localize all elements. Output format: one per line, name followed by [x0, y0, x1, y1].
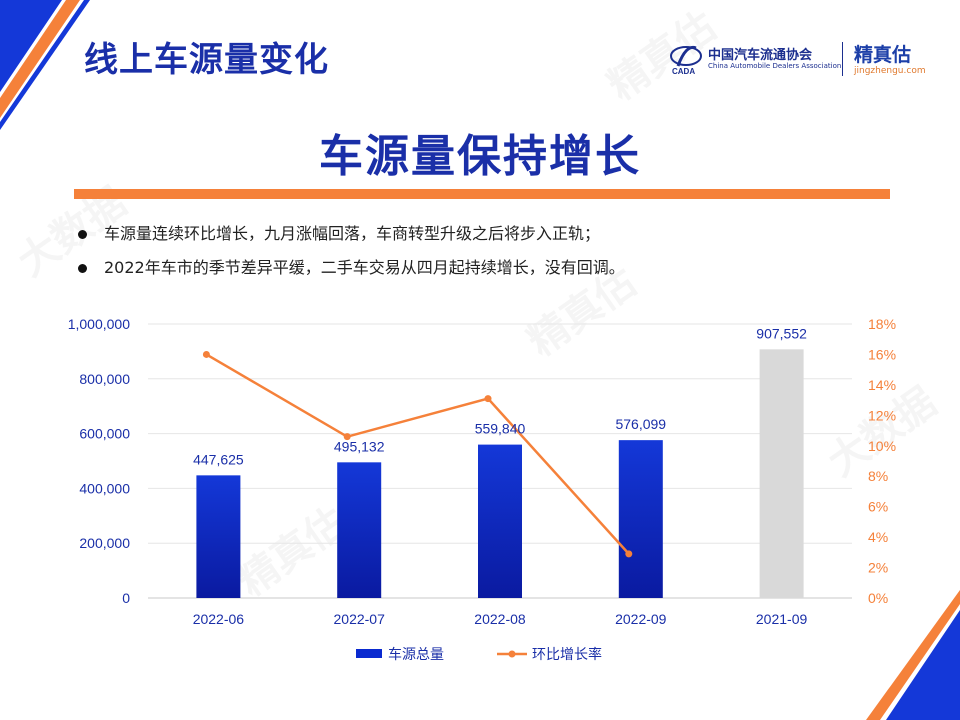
bullet-text: 车源量连续环比增长，九月涨幅回落，车商转型升级之后将步入正轨； [104, 224, 601, 243]
y-left-tick-label: 400,000 [79, 480, 130, 496]
bullet-list: 车源量连续环比增长，九月涨幅回落，车商转型升级之后将步入正轨； 2022年车市的… [74, 222, 625, 290]
y-right-tick-label: 18% [868, 316, 896, 332]
legend-bar-label: 车源总量 [388, 646, 444, 662]
growth-rate-line [205, 353, 630, 555]
growth-rate-point [343, 433, 351, 441]
logo-divider [842, 42, 843, 76]
growth-rate-point [484, 395, 492, 403]
legend-line-label: 环比增长率 [532, 646, 602, 662]
caada-mark-text: CADA [672, 67, 695, 76]
y-right-tick-label: 2% [868, 560, 888, 576]
y-right-tick-label: 12% [868, 407, 896, 423]
partner-logos: CADA 中国汽车流通协会 China Automobile Dealers A… [668, 38, 930, 82]
bullet-text: 2022年车市的季节差异平缓，二手车交易从四月起持续增长，没有回调。 [104, 258, 625, 277]
legend-bar-swatch [356, 649, 382, 658]
growth-rate-point [625, 550, 633, 558]
bar-data-label: 559,840 [475, 421, 526, 437]
bar-data-label: 576,099 [615, 416, 666, 432]
x-tick-label: 2022-07 [334, 611, 386, 627]
caada-logo-icon: CADA [670, 45, 702, 76]
jzg-name: 精真估 [854, 44, 912, 66]
bullet-item: 2022年车市的季节差异平缓，二手车交易从四月起持续增长，没有回调。 [74, 256, 625, 290]
bar [337, 462, 382, 598]
y-left-tick-label: 200,000 [79, 535, 130, 551]
y-left-tick-label: 1,000,000 [68, 316, 130, 332]
bar [759, 349, 804, 598]
y-right-tick-label: 16% [868, 346, 896, 362]
bar [618, 440, 663, 598]
y-right-tick-label: 0% [868, 590, 888, 606]
headline-underline [74, 189, 890, 199]
page-title: 线上车源量变化 [84, 40, 329, 80]
top-left-corner-decoration [0, 0, 90, 130]
bar-data-label: 447,625 [193, 451, 244, 467]
y-right-tick-label: 14% [868, 377, 896, 393]
x-tick-label: 2022-08 [474, 611, 526, 627]
bar [196, 475, 241, 598]
jzg-url: jingzhengu.com [854, 66, 926, 76]
x-tick-label: 2021-09 [756, 611, 808, 627]
y-right-tick-label: 10% [868, 438, 896, 454]
bullet-dot-icon [78, 230, 87, 239]
x-tick-label: 2022-09 [615, 611, 667, 627]
bar-data-label: 495,132 [334, 438, 385, 454]
growth-rate-point [202, 350, 210, 358]
y-left-tick-label: 600,000 [79, 426, 130, 442]
y-right-tick-label: 4% [868, 529, 888, 545]
caada-english-name: China Automobile Dealers Association [708, 62, 842, 70]
headline: 车源量保持增长 [319, 131, 641, 182]
y-left-tick-label: 800,000 [79, 371, 130, 387]
y-right-tick-label: 6% [868, 499, 888, 515]
x-tick-label: 2022-06 [193, 611, 245, 627]
y-left-tick-label: 0 [122, 590, 130, 606]
bar [478, 444, 522, 598]
bar-data-label: 907,552 [756, 325, 807, 341]
bottom-right-corner-decoration [866, 590, 960, 720]
bullet-item: 车源量连续环比增长，九月涨幅回落，车商转型升级之后将步入正轨； [74, 222, 625, 256]
caada-name: 中国汽车流通协会 [708, 48, 813, 63]
y-right-tick-label: 8% [868, 468, 888, 484]
legend-line-point [508, 650, 516, 658]
bullet-dot-icon [78, 264, 87, 273]
